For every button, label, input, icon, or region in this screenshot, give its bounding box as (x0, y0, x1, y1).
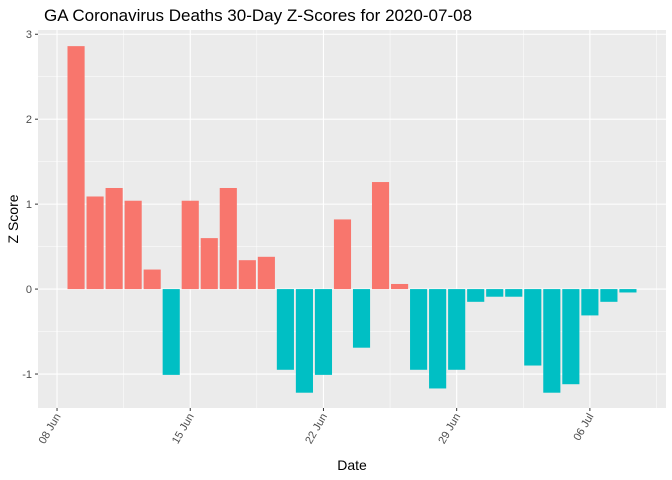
plot-panel (38, 30, 666, 408)
bar (86, 196, 104, 290)
bar (67, 46, 85, 290)
x-tick-label: 22 Jun (303, 412, 330, 447)
y-tick-label: 0 (26, 284, 32, 296)
bar (391, 283, 409, 290)
y-axis-title: Z Score (5, 194, 21, 243)
y-tick-label: -1 (22, 369, 32, 381)
bar (143, 269, 161, 290)
bar (619, 289, 637, 293)
x-tick-label: 29 Jun (436, 412, 463, 447)
bar (505, 289, 523, 297)
x-tick-label: 15 Jun (170, 412, 197, 447)
bar (486, 289, 504, 297)
chart-title: GA Coronavirus Deaths 30-Day Z-Scores fo… (44, 6, 473, 25)
bar (314, 289, 333, 375)
bar (219, 187, 237, 290)
bar (524, 289, 542, 366)
y-tick-label: 2 (26, 114, 32, 126)
y-axis: -1 0 1 2 3 (22, 29, 38, 381)
x-tick-label: 06 Jul (571, 412, 596, 443)
bar (371, 182, 390, 290)
bar (429, 289, 447, 389)
bar (467, 289, 485, 302)
bar (276, 289, 294, 370)
y-tick-label: 3 (26, 29, 32, 41)
bar (543, 289, 561, 393)
bar (448, 289, 466, 370)
bar (600, 289, 618, 302)
bar (257, 256, 275, 290)
x-tick-label: 08 Jun (37, 412, 64, 447)
y-tick-label: 1 (26, 199, 32, 211)
bar (333, 219, 352, 290)
bar (562, 289, 580, 385)
x-axis-title: Date (337, 457, 367, 473)
bar (581, 289, 599, 316)
bar (200, 238, 218, 290)
bar (238, 260, 256, 290)
x-axis: 08 Jun 15 Jun 22 Jun 29 Jun 06 Jul (37, 408, 596, 447)
bar (105, 187, 123, 290)
bar (410, 289, 428, 370)
bar (162, 289, 180, 375)
bar (352, 289, 371, 348)
bar (295, 289, 313, 393)
minor-gridlines (38, 30, 666, 408)
bar (181, 200, 199, 290)
bar (124, 200, 142, 290)
bars (67, 46, 637, 393)
